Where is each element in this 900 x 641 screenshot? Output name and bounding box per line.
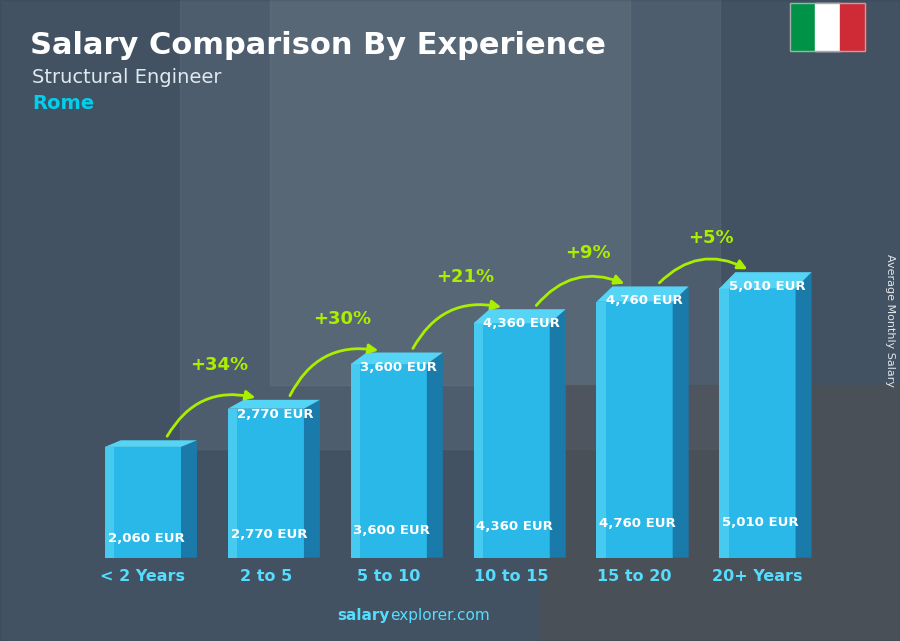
Text: 3,600 EUR: 3,600 EUR xyxy=(360,361,437,374)
Bar xyxy=(790,3,815,51)
Bar xyxy=(540,385,900,641)
Polygon shape xyxy=(473,323,482,558)
Polygon shape xyxy=(597,302,672,558)
Text: Rome: Rome xyxy=(32,94,94,113)
Text: Salary Comparison By Experience: Salary Comparison By Experience xyxy=(30,31,606,60)
Polygon shape xyxy=(181,440,197,558)
Polygon shape xyxy=(672,287,688,558)
Polygon shape xyxy=(351,364,427,558)
Text: Structural Engineer: Structural Engineer xyxy=(32,68,221,87)
Polygon shape xyxy=(104,440,197,447)
Text: +5%: +5% xyxy=(688,229,734,247)
Text: +30%: +30% xyxy=(313,310,371,328)
Polygon shape xyxy=(304,400,320,558)
Text: 4,760 EUR: 4,760 EUR xyxy=(606,294,683,308)
Text: 2,060 EUR: 2,060 EUR xyxy=(108,532,184,545)
Polygon shape xyxy=(104,447,181,558)
Polygon shape xyxy=(719,288,728,558)
Bar xyxy=(790,3,865,51)
Polygon shape xyxy=(473,323,550,558)
Text: 4,360 EUR: 4,360 EUR xyxy=(483,317,560,330)
Text: +9%: +9% xyxy=(565,244,611,262)
Text: 4,360 EUR: 4,360 EUR xyxy=(476,520,554,533)
Polygon shape xyxy=(719,272,812,288)
Polygon shape xyxy=(228,409,304,558)
Polygon shape xyxy=(473,309,566,323)
Text: 2,770 EUR: 2,770 EUR xyxy=(230,528,307,541)
Polygon shape xyxy=(228,400,320,409)
Bar xyxy=(840,3,865,51)
Polygon shape xyxy=(351,353,443,364)
Text: salary: salary xyxy=(338,608,390,623)
Text: Average Monthly Salary: Average Monthly Salary xyxy=(885,254,895,388)
Bar xyxy=(270,0,630,385)
Bar xyxy=(180,0,720,449)
Polygon shape xyxy=(427,353,443,558)
Text: 5,010 EUR: 5,010 EUR xyxy=(729,280,806,293)
Polygon shape xyxy=(597,287,688,302)
Text: 3,600 EUR: 3,600 EUR xyxy=(354,524,430,537)
Text: +21%: +21% xyxy=(436,267,494,286)
Polygon shape xyxy=(719,288,796,558)
Text: 4,760 EUR: 4,760 EUR xyxy=(599,517,676,531)
Polygon shape xyxy=(597,302,606,558)
Polygon shape xyxy=(228,409,237,558)
Polygon shape xyxy=(104,447,114,558)
Polygon shape xyxy=(351,364,360,558)
Text: 2,770 EUR: 2,770 EUR xyxy=(238,408,314,421)
Bar xyxy=(815,3,840,51)
Text: explorer.com: explorer.com xyxy=(390,608,490,623)
Polygon shape xyxy=(796,272,812,558)
Text: 5,010 EUR: 5,010 EUR xyxy=(723,516,799,529)
Text: +34%: +34% xyxy=(190,356,248,374)
Polygon shape xyxy=(550,309,566,558)
